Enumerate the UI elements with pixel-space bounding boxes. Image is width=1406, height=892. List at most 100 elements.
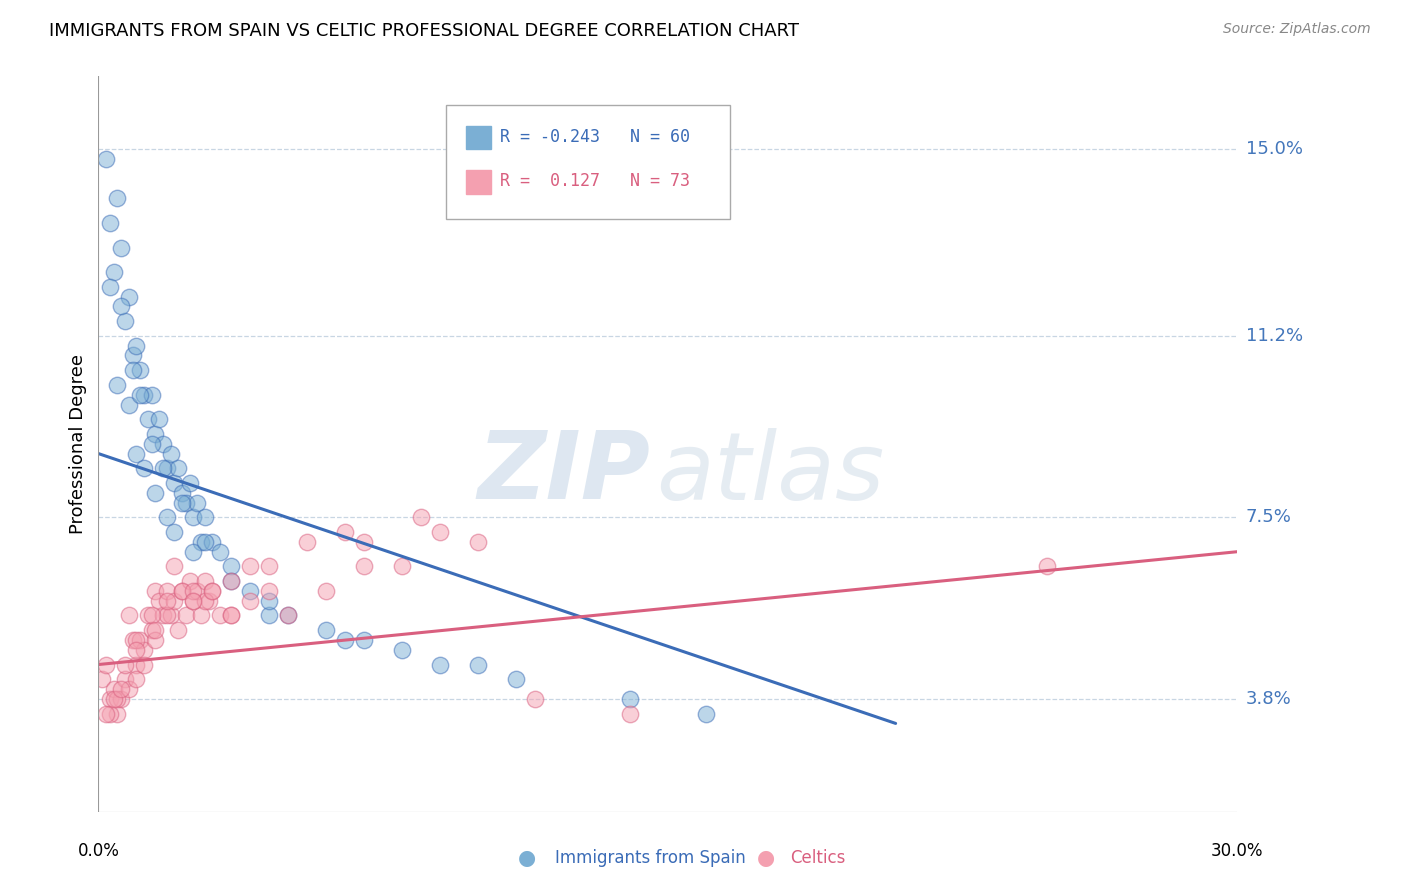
Point bbox=[159, 608, 181, 623]
Point bbox=[524, 692, 547, 706]
Point bbox=[156, 510, 179, 524]
Point bbox=[467, 657, 489, 672]
Point bbox=[277, 608, 299, 623]
Point bbox=[221, 608, 243, 623]
Point bbox=[156, 461, 179, 475]
Point bbox=[429, 524, 451, 539]
Point bbox=[174, 608, 197, 623]
Point bbox=[170, 485, 193, 500]
Point bbox=[167, 623, 190, 637]
Point bbox=[98, 216, 121, 230]
Point bbox=[103, 265, 125, 279]
Text: ●: ● bbox=[758, 848, 775, 868]
Point bbox=[183, 594, 205, 608]
Point bbox=[201, 584, 224, 599]
Text: ZIP: ZIP bbox=[478, 427, 651, 519]
Text: atlas: atlas bbox=[657, 427, 884, 519]
Point bbox=[121, 633, 143, 648]
Point bbox=[136, 412, 159, 426]
Point bbox=[141, 387, 163, 401]
Point bbox=[141, 608, 163, 623]
Point bbox=[103, 692, 125, 706]
Point bbox=[619, 706, 641, 721]
Point bbox=[353, 559, 375, 574]
Point bbox=[110, 692, 132, 706]
Text: R =  0.127   N = 73: R = 0.127 N = 73 bbox=[501, 172, 690, 190]
Point bbox=[221, 559, 243, 574]
Point bbox=[183, 544, 205, 558]
Point bbox=[125, 673, 148, 687]
Point bbox=[114, 314, 136, 328]
Point bbox=[163, 524, 186, 539]
Point bbox=[94, 706, 117, 721]
Point bbox=[391, 643, 413, 657]
Point bbox=[110, 682, 132, 697]
Text: 11.2%: 11.2% bbox=[1246, 326, 1303, 345]
Point bbox=[132, 387, 155, 401]
Point bbox=[163, 594, 186, 608]
Text: 15.0%: 15.0% bbox=[1246, 140, 1302, 159]
Point bbox=[197, 594, 219, 608]
Point bbox=[125, 643, 148, 657]
Point bbox=[152, 461, 174, 475]
Text: Immigrants from Spain: Immigrants from Spain bbox=[555, 849, 747, 867]
Point bbox=[107, 692, 129, 706]
Point bbox=[194, 594, 217, 608]
Point bbox=[145, 584, 167, 599]
Point bbox=[183, 594, 205, 608]
Point bbox=[145, 485, 167, 500]
Point bbox=[110, 300, 132, 314]
Point bbox=[152, 437, 174, 451]
Point bbox=[505, 673, 527, 687]
Point bbox=[121, 363, 143, 377]
Point bbox=[159, 446, 181, 460]
Point bbox=[183, 510, 205, 524]
Point bbox=[335, 524, 357, 539]
Bar bbox=[467, 170, 491, 194]
Text: 0.0%: 0.0% bbox=[77, 842, 120, 860]
Point bbox=[110, 241, 132, 255]
Point bbox=[114, 673, 136, 687]
Point bbox=[429, 657, 451, 672]
Text: 7.5%: 7.5% bbox=[1246, 508, 1292, 526]
Point bbox=[114, 657, 136, 672]
Text: Celtics: Celtics bbox=[790, 849, 845, 867]
Point bbox=[129, 633, 152, 648]
Point bbox=[145, 427, 167, 442]
Point bbox=[201, 535, 224, 549]
Text: 30.0%: 30.0% bbox=[1211, 842, 1264, 860]
Point bbox=[315, 623, 337, 637]
Point bbox=[94, 152, 117, 166]
FancyBboxPatch shape bbox=[446, 105, 731, 219]
Point bbox=[467, 535, 489, 549]
Point bbox=[129, 387, 152, 401]
Point bbox=[315, 584, 337, 599]
Point bbox=[208, 608, 231, 623]
Point bbox=[98, 692, 121, 706]
Point bbox=[156, 594, 179, 608]
Point bbox=[259, 608, 281, 623]
Text: Source: ZipAtlas.com: Source: ZipAtlas.com bbox=[1223, 22, 1371, 37]
Y-axis label: Professional Degree: Professional Degree bbox=[69, 354, 87, 533]
Point bbox=[94, 657, 117, 672]
Point bbox=[190, 535, 212, 549]
Point bbox=[619, 692, 641, 706]
Point bbox=[297, 535, 319, 549]
Point bbox=[221, 574, 243, 589]
Point bbox=[125, 657, 148, 672]
Point bbox=[186, 584, 208, 599]
Point bbox=[141, 437, 163, 451]
Point bbox=[174, 496, 197, 510]
Point bbox=[239, 584, 262, 599]
Point bbox=[179, 574, 201, 589]
Point bbox=[1036, 559, 1059, 574]
Point bbox=[170, 496, 193, 510]
Point bbox=[145, 633, 167, 648]
Point bbox=[132, 657, 155, 672]
Point bbox=[335, 633, 357, 648]
Point bbox=[411, 510, 433, 524]
Text: ●: ● bbox=[519, 848, 536, 868]
Point bbox=[156, 584, 179, 599]
Point bbox=[141, 623, 163, 637]
Point bbox=[148, 412, 170, 426]
